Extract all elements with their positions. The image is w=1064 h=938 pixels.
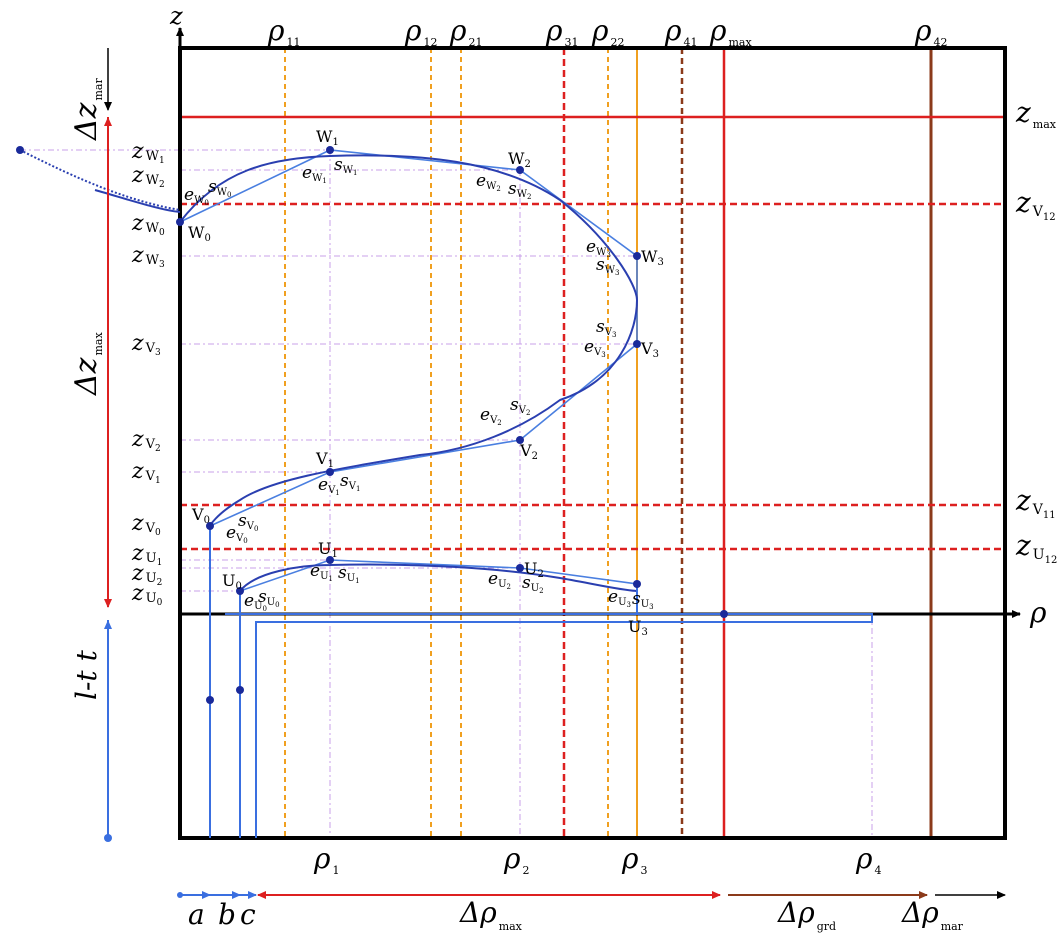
sV0-label: sV0 bbox=[238, 511, 258, 533]
a-label: a bbox=[188, 898, 205, 931]
zmax-label: z max bbox=[1015, 96, 1057, 131]
zV1-label: z V1 bbox=[131, 459, 161, 486]
zU12-label: z U12 bbox=[1015, 529, 1057, 566]
V1-label: V1 bbox=[315, 449, 334, 470]
b-label: b bbox=[218, 898, 236, 931]
eV1-label: eV1 bbox=[318, 475, 340, 497]
eV2-label: eV2 bbox=[480, 405, 502, 427]
U2-label: U2 bbox=[524, 559, 544, 580]
rho22-label: ρ 22 bbox=[591, 14, 624, 49]
zW2-label: z W2 bbox=[131, 163, 165, 190]
dz-mar-label: Δzmar bbox=[69, 78, 105, 141]
zW1-label: z W1 bbox=[131, 139, 165, 166]
zW0-label: z W0 bbox=[131, 211, 165, 238]
sV1-label: sV1 bbox=[340, 471, 360, 493]
eW2-label: eW2 bbox=[476, 171, 501, 193]
eW0-label: eW0 bbox=[184, 185, 209, 207]
domain-frame bbox=[178, 46, 1007, 840]
rho31-label: ρ 31 bbox=[545, 14, 578, 49]
top-rho-labels: ρ 11 ρ 12 ρ 21 ρ 31 ρ 22 ρ 41 ρ max ρ 42 bbox=[267, 14, 947, 49]
point-labels: W0 W1 W2 W3 V3 V2 V1 V0 U0 U1 U2 U3 bbox=[188, 127, 664, 638]
control-points bbox=[16, 146, 728, 704]
v-curve bbox=[209, 299, 638, 527]
sW1-label: sW1 bbox=[334, 155, 357, 177]
V2-label: V2 bbox=[519, 441, 538, 462]
drho-max-label: Δρ max bbox=[459, 896, 523, 933]
rho-lines bbox=[284, 48, 933, 838]
drho-grd-label: Δρ grd bbox=[777, 896, 836, 933]
W1-label: W1 bbox=[316, 127, 339, 148]
lt-label: l-t t bbox=[70, 649, 103, 700]
eW3-label: eW3 bbox=[586, 237, 611, 259]
drho-mar-label: Δρ mar bbox=[901, 896, 964, 933]
zV12-label: z V12 bbox=[1015, 186, 1056, 223]
eU0-label: eU0 bbox=[244, 591, 267, 613]
eU2-label: eU2 bbox=[488, 569, 511, 591]
bottom-dimension-labels: a b c Δρ max Δρ grd Δρ mar bbox=[188, 896, 964, 933]
zV11-label: z V11 bbox=[1015, 484, 1056, 521]
U0-label: U0 bbox=[222, 571, 242, 592]
sU1-label: sU1 bbox=[338, 563, 360, 585]
zU1-label: z U1 bbox=[131, 541, 162, 568]
tangent-labels: eW0 sW0 eW1 sW1 eW2 sW2 eW3 sW3 sV3 eV3 … bbox=[184, 155, 654, 613]
z-lines bbox=[180, 115, 1005, 551]
W0-label: W0 bbox=[188, 223, 211, 244]
stems bbox=[209, 526, 873, 838]
U3-label: U3 bbox=[628, 617, 648, 638]
V0-label: V0 bbox=[191, 505, 210, 526]
sV2-label: sV2 bbox=[510, 395, 530, 417]
W3-label: W3 bbox=[641, 247, 664, 268]
sV3-label: sV3 bbox=[596, 317, 616, 339]
start-stub bbox=[19, 149, 181, 211]
zU2-label: z U2 bbox=[131, 561, 162, 588]
eV0-label: eV0 bbox=[226, 523, 248, 545]
V3-label: V3 bbox=[640, 339, 659, 360]
curves bbox=[19, 149, 638, 592]
zV0-label: z V0 bbox=[131, 511, 161, 538]
rho12-label: ρ 12 bbox=[404, 14, 437, 49]
eW1-label: eW1 bbox=[302, 163, 327, 185]
zU0-label: z U0 bbox=[131, 581, 163, 608]
left-z-labels: z W1 z W2 z W0 z W3 z V3 z V2 z V1 z V0 z U1 z U2 … bbox=[131, 139, 165, 608]
sW0-label: sW0 bbox=[208, 177, 231, 199]
left-dimension-labels: Δzmar Δzmax l-t t bbox=[69, 78, 105, 700]
left-dimensions bbox=[104, 48, 112, 842]
z-axis-label: z bbox=[169, 2, 183, 30]
c-label: c bbox=[240, 898, 256, 931]
sU2-label: sU2 bbox=[522, 573, 544, 595]
sW3-label: sW3 bbox=[596, 255, 619, 277]
rho42-label: ρ 42 bbox=[914, 14, 947, 49]
dz-max-label: Δzmax bbox=[69, 332, 105, 396]
eU1-label: eU1 bbox=[310, 561, 333, 583]
zV3-label: z V3 bbox=[131, 331, 161, 358]
rho-axis-label: ρ bbox=[1029, 596, 1047, 629]
sU3-label: sU3 bbox=[632, 589, 654, 611]
rho41-label: ρ 41 bbox=[664, 14, 697, 49]
bottom-dimensions bbox=[177, 891, 1006, 899]
u-curve bbox=[239, 563, 638, 592]
rhomax-label: ρ max bbox=[709, 14, 752, 49]
sW2-label: sW2 bbox=[508, 179, 531, 201]
sU0-label: sU0 bbox=[258, 587, 280, 609]
zV2-label: z V2 bbox=[131, 427, 161, 454]
W2-label: W2 bbox=[508, 149, 531, 170]
U1-label: U1 bbox=[318, 539, 338, 560]
rho21-label: ρ 21 bbox=[449, 14, 482, 49]
rho11-label: ρ 11 bbox=[267, 14, 300, 49]
eU3-label: eU3 bbox=[608, 587, 631, 609]
right-z-labels: z max z V12 z V11 z U12 bbox=[1015, 96, 1057, 566]
w-curve bbox=[179, 154, 638, 301]
zW3-label: z W3 bbox=[131, 243, 165, 270]
eV3-label: eV3 bbox=[584, 337, 606, 359]
